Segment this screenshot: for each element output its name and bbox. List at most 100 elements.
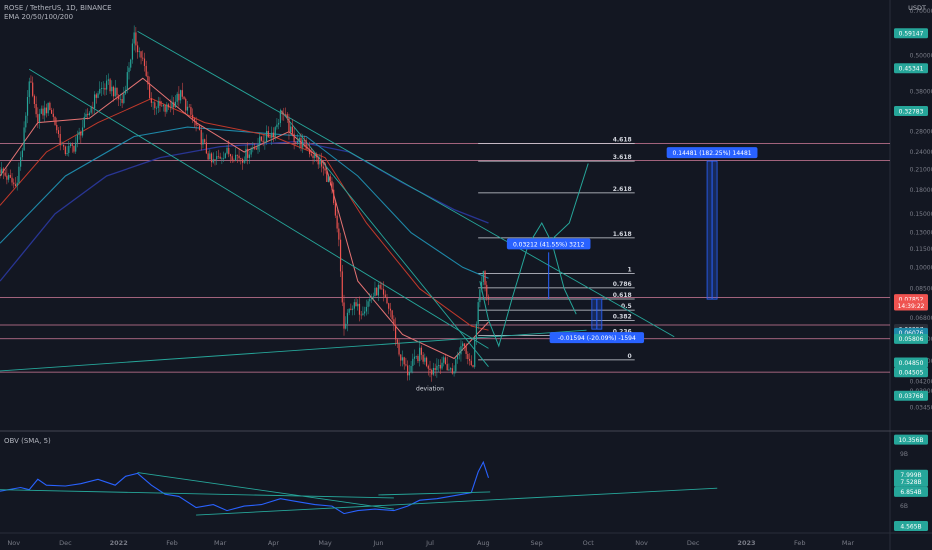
price-tag: 7.528B	[900, 479, 921, 486]
candle-up	[180, 90, 182, 101]
price-axis-tick: 0.04200	[910, 378, 932, 385]
candle-up	[69, 144, 72, 146]
candle-down	[334, 203, 336, 216]
time-axis-tick: Sep	[531, 539, 543, 547]
candle-up	[25, 115, 27, 128]
time-axis-tick: Jul	[425, 539, 434, 547]
candle-up	[114, 87, 116, 97]
candle-down	[291, 126, 293, 134]
candle-up	[128, 67, 130, 73]
time-axis-tick: 2023	[737, 539, 755, 547]
candle-down	[283, 113, 285, 115]
candle-down	[355, 302, 357, 307]
measure-label: 0.14481 (182.25%) 14481	[673, 150, 752, 157]
candle-up	[259, 136, 261, 145]
candle-up	[224, 153, 226, 159]
candle-down	[468, 359, 471, 361]
candle-up	[352, 308, 354, 310]
candle-up	[365, 306, 367, 312]
price-tag: 6.854B	[900, 489, 921, 496]
candle-down	[140, 51, 142, 58]
price-tag: 14:39:22	[898, 303, 925, 310]
candle-up	[1, 168, 3, 174]
time-axis[interactable]: Nov Dec 2022 Feb Mar Apr May Jun Jul Aug Sep Oct Nov…	[7, 539, 854, 547]
candle-up	[61, 144, 63, 146]
candle-down	[183, 96, 185, 99]
candle-down	[197, 125, 199, 126]
price-axis-tick: 0.11500	[910, 246, 932, 253]
candle-down	[388, 303, 390, 309]
candle-up	[319, 160, 321, 165]
trendlines[interactable]	[0, 30, 675, 372]
candlestick-series	[0, 25, 490, 382]
candle-down	[63, 144, 65, 147]
candle-up	[458, 354, 460, 356]
candle-up	[235, 154, 237, 161]
candle-up	[245, 148, 247, 161]
price-axis-unit[interactable]: USDT	[908, 4, 926, 12]
candle-down	[484, 270, 486, 285]
candle-down	[135, 32, 137, 46]
candle-down	[49, 102, 51, 110]
obv-axis-tick: 9B	[900, 451, 908, 458]
candle-down	[336, 215, 338, 229]
candle-up	[264, 141, 266, 143]
candle-down	[190, 107, 192, 115]
candle-down	[281, 111, 283, 114]
measure-label-bg	[666, 147, 758, 159]
time-axis-tick: Mar	[842, 539, 855, 547]
candle-down	[395, 324, 397, 340]
candle-down	[326, 170, 328, 182]
candle-up	[174, 101, 177, 108]
candle-down	[210, 153, 213, 163]
candle-up	[155, 107, 158, 109]
fib-level-label: 0.786	[613, 281, 632, 288]
candle-down	[116, 87, 118, 96]
candle-down	[51, 109, 53, 114]
candle-down	[30, 81, 32, 83]
obv-legend[interactable]: OBV (SMA, 5)	[4, 437, 51, 445]
fibonacci-extension[interactable]: 4.618 3.618 2.618 1.618 1 0.786 0.618 0.5 0.382 0…	[478, 137, 635, 361]
candle-down	[376, 287, 378, 296]
time-axis-tick: Nov	[635, 539, 648, 547]
candle-down	[64, 146, 66, 155]
candle-down	[11, 177, 13, 183]
candle-up	[481, 281, 483, 290]
price-axis-tick: 0.08500	[910, 286, 932, 293]
fib-level-label: 1	[627, 266, 631, 273]
measurement-tools[interactable]: 0.03212 (41.55%) 3212 -0.01594 (-20.09%) …	[506, 147, 758, 344]
candle-down	[87, 113, 89, 116]
candle-down	[398, 343, 400, 355]
candle-up	[157, 101, 159, 108]
price-axis-tick: 0.50000	[910, 52, 932, 59]
candle-up	[413, 356, 416, 359]
ema-legend[interactable]: EMA 20/50/100/200	[4, 13, 74, 21]
candle-down	[33, 95, 35, 104]
trendline	[0, 329, 587, 372]
candle-up	[94, 94, 96, 109]
candle-up	[327, 176, 330, 182]
candle-down	[315, 154, 318, 158]
candle-down	[439, 364, 441, 369]
candle-down	[112, 86, 115, 97]
candle-down	[59, 133, 61, 146]
price-tag-bg	[894, 476, 928, 487]
fib-level-label: 2.618	[613, 186, 632, 193]
candle-down	[42, 108, 44, 116]
candle-up	[302, 140, 304, 148]
fib-level-label: 3.618	[613, 154, 632, 161]
candle-up	[133, 32, 135, 44]
time-axis-tick: Mar	[214, 539, 227, 547]
candle-down	[109, 79, 111, 92]
candle-down	[322, 166, 324, 169]
price-axis-tick: 0.70000	[910, 8, 932, 15]
measure-label: 0.03212 (41.55%) 3212	[513, 241, 585, 248]
symbol-title[interactable]: ROSE / TetherUS, 1D, BINANCE	[4, 4, 112, 12]
candle-down	[434, 368, 436, 371]
candle-down	[405, 364, 407, 366]
price-tag: 0.06076	[899, 330, 924, 337]
candle-down	[9, 175, 11, 178]
candle-up	[248, 154, 250, 158]
candle-down	[331, 181, 333, 190]
